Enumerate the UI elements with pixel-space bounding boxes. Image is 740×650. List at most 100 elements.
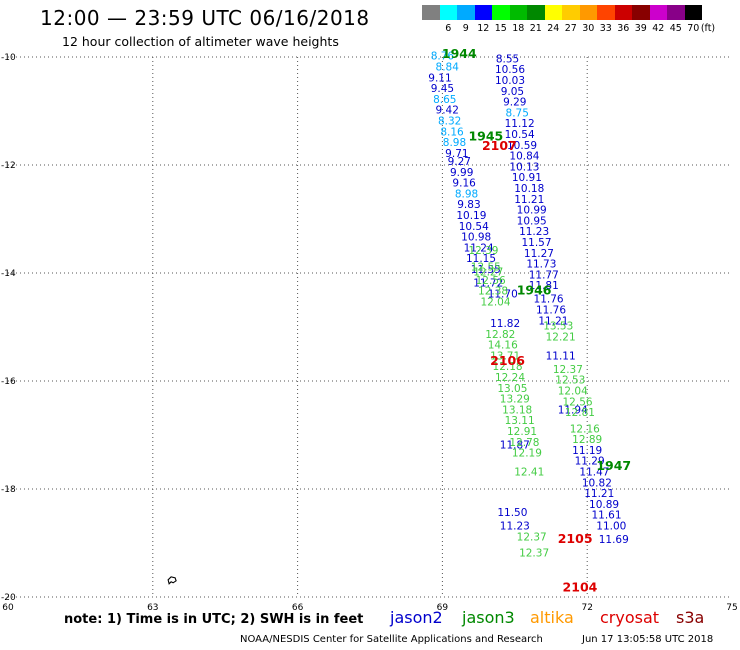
swh-value-label: 11.87 bbox=[500, 440, 530, 452]
swh-value-label: 8.55 bbox=[496, 53, 519, 65]
legend-tick-label: 36 bbox=[617, 23, 630, 34]
island-outline bbox=[167, 576, 177, 585]
swh-value-label: 12.56 bbox=[476, 275, 506, 287]
time-label: 2104 bbox=[563, 580, 598, 595]
swh-value-label: 11.61 bbox=[591, 510, 621, 522]
swh-value-label: 14.16 bbox=[488, 340, 518, 352]
island-shape bbox=[167, 576, 177, 585]
swh-value-label: 11.77 bbox=[529, 269, 559, 281]
swh-value-label: 11.76 bbox=[534, 294, 564, 306]
time-label: 1947 bbox=[596, 458, 631, 473]
footer-note: note: 1) Time is in UTC; 2) SWH is in fe… bbox=[64, 612, 364, 627]
swh-value-label: 11.21 bbox=[514, 194, 544, 206]
lat-tick-label: -20 bbox=[1, 593, 16, 603]
lon-tick-label: 69 bbox=[437, 603, 449, 613]
swh-value-label: 12.78 bbox=[509, 437, 539, 449]
legend-swatch bbox=[544, 5, 562, 20]
legend-swatch bbox=[492, 5, 510, 20]
swh-value-label: 10.95 bbox=[517, 215, 547, 227]
swh-value-label: 8.84 bbox=[436, 62, 460, 74]
swh-value-label: 9.29 bbox=[503, 97, 526, 109]
swh-value-label: 12.38 bbox=[478, 286, 508, 298]
swh-value-label: 12.82 bbox=[485, 329, 515, 341]
lat-tick-label: -12 bbox=[1, 161, 16, 171]
swh-value-label: 11.21 bbox=[538, 315, 568, 327]
swh-value-label: 11.19 bbox=[572, 445, 602, 457]
legend-swatch bbox=[579, 5, 597, 20]
legend-unit: (ft) bbox=[700, 23, 716, 34]
swh-value-label: 12.89 bbox=[572, 434, 602, 446]
legend-swatch bbox=[649, 5, 667, 20]
swh-value-label: 11.23 bbox=[519, 226, 549, 238]
swh-value-label: 12.21 bbox=[546, 332, 576, 344]
swh-value-label: 10.03 bbox=[495, 75, 525, 87]
swh-value-label: 11.12 bbox=[505, 118, 535, 130]
swh-value-label: 9.45 bbox=[431, 83, 454, 95]
swh-value-label: 10.56 bbox=[495, 64, 525, 76]
swh-value-label: 8.75 bbox=[506, 107, 529, 119]
legend-tick-label: 12 bbox=[477, 23, 490, 34]
swh-value-label: 10.19 bbox=[456, 210, 486, 222]
swh-value-label: 11.21 bbox=[584, 488, 614, 500]
swh-value-label: 8.65 bbox=[433, 94, 456, 106]
legend-swatch bbox=[457, 5, 475, 20]
page-title: 12:00 — 23:59 UTC 06/16/2018 bbox=[40, 6, 370, 30]
swh-value-label: 10.54 bbox=[505, 129, 535, 141]
time-label: 1944 bbox=[442, 46, 477, 61]
lon-tick-label: 63 bbox=[147, 603, 158, 613]
swh-value-label: 11.24 bbox=[464, 242, 494, 254]
time-label: 2105 bbox=[558, 531, 593, 546]
swh-value-label: 10.54 bbox=[459, 221, 489, 233]
swh-value-label: 11.47 bbox=[579, 467, 609, 479]
swh-value-label: 9.11 bbox=[428, 72, 451, 84]
swh-value-label: 9.99 bbox=[450, 167, 473, 179]
swh-value-label: 8.98 bbox=[443, 137, 466, 149]
swh-value-label: 8.98 bbox=[455, 188, 478, 200]
legend-tick-label: 39 bbox=[634, 23, 647, 34]
swh-value-label: 11.72 bbox=[473, 278, 503, 290]
legend-s3a: s3a bbox=[676, 608, 705, 627]
swh-value-label: 11.73 bbox=[526, 259, 556, 271]
legend-tick-label: 9 bbox=[462, 23, 469, 34]
legend-altika: altika bbox=[530, 608, 574, 627]
swh-value-label: 12.37 bbox=[517, 531, 547, 543]
swh-value-label: 12.04 bbox=[558, 386, 588, 398]
legend-tick-label: 15 bbox=[494, 23, 507, 34]
legend-swatch bbox=[509, 5, 527, 20]
swh-value-label: 11.57 bbox=[521, 237, 551, 249]
legend-swatch bbox=[614, 5, 632, 20]
swh-value-label: 13.29 bbox=[500, 394, 530, 406]
swh-value-label: 10.89 bbox=[589, 499, 619, 511]
swh-value-label: 11.55 bbox=[471, 264, 501, 276]
lon-tick-label: 66 bbox=[292, 603, 304, 613]
swh-value-label: 10.59 bbox=[507, 140, 537, 152]
swh-value-label: 9.27 bbox=[448, 156, 471, 168]
swh-value-label: 11.69 bbox=[599, 534, 629, 546]
swh-value-label: 11.00 bbox=[596, 521, 626, 533]
swh-value-label: 10.98 bbox=[461, 232, 491, 244]
swh-value-label: 12.27 bbox=[473, 267, 503, 279]
swh-value-label: 9.16 bbox=[452, 178, 476, 190]
swh-value-label: 11.15 bbox=[466, 253, 496, 265]
legend-swatch bbox=[597, 5, 615, 20]
legend-swatch bbox=[439, 5, 457, 20]
legend-tick-label: 6 bbox=[445, 23, 452, 34]
swh-value-label: 13.05 bbox=[497, 383, 527, 395]
time-label: 2106 bbox=[490, 353, 525, 368]
swh-value-label: 13.71 bbox=[490, 350, 520, 362]
swh-value-label: 8.76 bbox=[431, 51, 455, 63]
lon-tick-label: 60 bbox=[2, 603, 14, 613]
swh-value-label: 13.53 bbox=[543, 321, 573, 333]
legend-swatch bbox=[474, 5, 492, 20]
legend-tick-label: 21 bbox=[529, 23, 542, 34]
legend-jason2: jason2 bbox=[390, 608, 443, 627]
swh-value-label: 11.94 bbox=[558, 404, 588, 416]
swh-value-label: 12.18 bbox=[493, 361, 523, 373]
swh-value-label: 12.04 bbox=[480, 296, 510, 308]
lat-tick-label: -14 bbox=[1, 269, 16, 279]
swh-value-label: 12.55 bbox=[471, 261, 501, 273]
swh-value-label: 10.84 bbox=[509, 151, 539, 163]
swh-value-label: 11.81 bbox=[529, 280, 559, 292]
legend-swatch bbox=[684, 5, 702, 20]
